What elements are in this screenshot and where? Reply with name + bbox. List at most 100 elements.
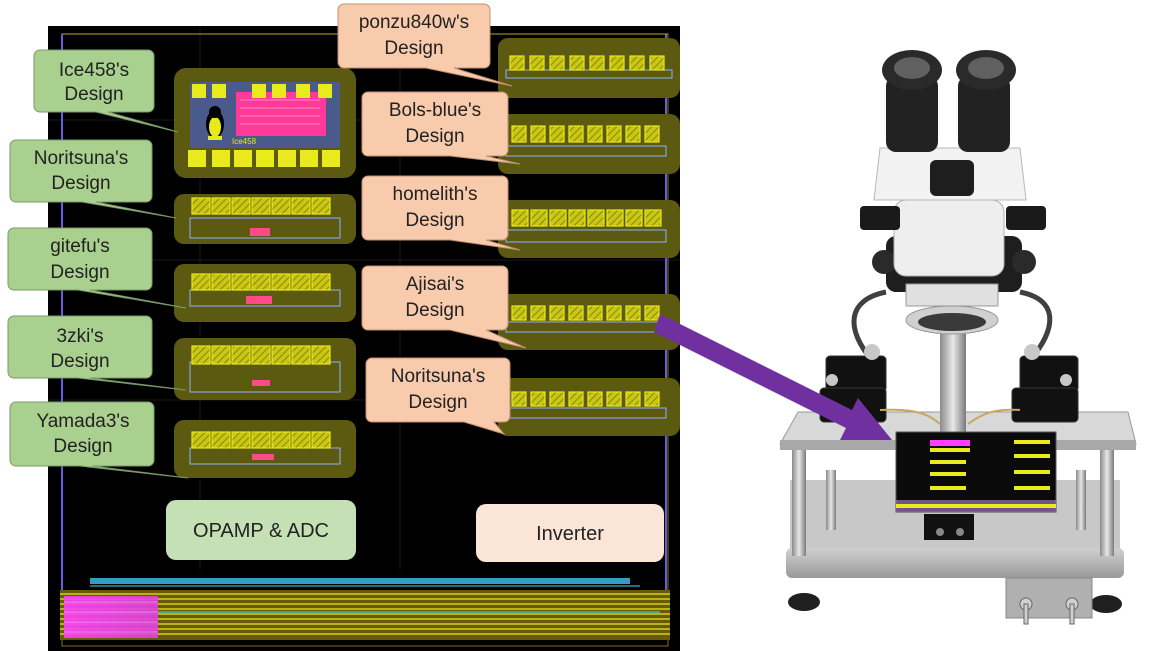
bond-pad xyxy=(291,273,311,291)
callout-noritsuna-left: Noritsuna's Design xyxy=(9,139,177,219)
bond-pad xyxy=(271,431,291,449)
bond-pad xyxy=(625,209,643,227)
bond-pad xyxy=(549,391,565,407)
group-label-opamp-adc-text: OPAMP & ADC xyxy=(193,520,329,542)
bond-pad xyxy=(606,125,622,143)
bond-pad xyxy=(231,345,251,365)
group-label-inverter-text: Inverter xyxy=(536,523,604,545)
bond-pad xyxy=(644,125,660,143)
bond-pad xyxy=(587,209,605,227)
bond-pad xyxy=(191,273,211,291)
bond-pad xyxy=(211,273,231,291)
bond-pad xyxy=(211,431,231,449)
callout-ajisai-line1: Ajisai's xyxy=(406,274,465,295)
callout-noritsuna-right-line2: Design xyxy=(408,392,467,413)
bond-pad xyxy=(587,391,603,407)
callout-homelith-line2: Design xyxy=(405,210,464,231)
bond-pad xyxy=(511,391,527,407)
callout-noritsuna-left-line2: Design xyxy=(51,173,110,194)
block-gitefu xyxy=(174,264,356,322)
callout-noritsuna-right: Noritsuna's Design xyxy=(365,357,511,435)
callout-noritsuna-left-line1: Noritsuna's xyxy=(34,148,128,169)
bond-pad xyxy=(530,125,546,143)
callout-homelith: homelith's Design xyxy=(361,175,521,251)
bond-pad xyxy=(251,273,271,291)
block-ajisai xyxy=(498,294,680,350)
bond-pad xyxy=(587,125,603,143)
bond-pad xyxy=(271,197,291,215)
eyepiece-icon xyxy=(882,50,1016,152)
bond-pad xyxy=(530,209,548,227)
bond-pad xyxy=(311,431,331,449)
bond-pad xyxy=(609,55,625,71)
bond-pad xyxy=(644,391,660,407)
block-noritsuna-right xyxy=(498,378,680,436)
bond-pad xyxy=(549,55,565,71)
bond-pad xyxy=(625,391,641,407)
bond-pad xyxy=(606,391,622,407)
callout-ice458-line2: Design xyxy=(64,84,123,105)
block-ponzu840w xyxy=(498,38,680,98)
callout-yamada3-line1: Yamada3's xyxy=(36,411,129,432)
bond-pad xyxy=(231,197,251,215)
bond-pad xyxy=(211,345,231,365)
block-homelith xyxy=(498,200,680,258)
callout-3zki-line2: Design xyxy=(50,351,109,372)
callout-bols-blue-line1: Bols-blue's xyxy=(389,100,481,121)
bond-pad xyxy=(589,55,605,71)
bond-pad xyxy=(231,431,251,449)
bond-pad xyxy=(549,305,565,321)
bond-pad xyxy=(509,55,525,71)
callout-bols-blue-line2: Design xyxy=(405,126,464,147)
bond-pad xyxy=(644,305,660,321)
block-bols-blue xyxy=(498,114,680,174)
bond-pad xyxy=(649,55,665,71)
bond-pad xyxy=(549,209,567,227)
bond-pad xyxy=(587,305,603,321)
bond-pad xyxy=(511,209,529,227)
bond-pad xyxy=(191,345,211,365)
callout-ponzu840w-line1: ponzu840w's xyxy=(359,12,469,33)
callout-3zki-line1: 3zki's xyxy=(57,326,104,347)
chip-inset-image xyxy=(895,431,1057,513)
chip-logo-text: Ice458 xyxy=(232,137,257,146)
group-label-opamp-adc: OPAMP & ADC xyxy=(166,500,356,560)
bond-pad xyxy=(191,197,211,215)
block-yamada3 xyxy=(174,420,356,478)
bond-pad xyxy=(291,345,311,365)
bond-pad xyxy=(291,431,311,449)
callout-ponzu840w: ponzu840w's Design xyxy=(337,3,513,87)
bond-pad xyxy=(311,197,331,215)
callout-gitefu-line2: Design xyxy=(50,262,109,283)
bond-pad xyxy=(271,273,291,291)
callout-ice458-line1: Ice458's xyxy=(59,60,129,81)
callout-ajisai: Ajisai's Design xyxy=(361,265,527,349)
right-callouts: ponzu840w's Design Bols-blue's Design ho… xyxy=(337,3,527,435)
bond-pad xyxy=(191,431,211,449)
callout-homelith-line1: homelith's xyxy=(393,184,478,205)
bond-pad xyxy=(606,209,624,227)
bond-pad xyxy=(271,345,291,365)
bond-pad xyxy=(568,125,584,143)
callout-ajisai-line2: Design xyxy=(405,300,464,321)
bond-pad xyxy=(311,345,331,365)
bond-pad xyxy=(569,55,585,71)
callout-bols-blue: Bols-blue's Design xyxy=(361,91,521,165)
bond-pad xyxy=(511,305,527,321)
bond-pad xyxy=(530,391,546,407)
callout-gitefu: gitefu's Design xyxy=(7,227,187,309)
callout-3zki: 3zki's Design xyxy=(7,315,187,391)
bond-pad xyxy=(211,197,231,215)
callout-ponzu840w-line2: Design xyxy=(384,38,443,59)
bottom-routing xyxy=(60,578,670,640)
bond-pad xyxy=(606,305,622,321)
bond-pad xyxy=(625,305,641,321)
callout-yamada3-line2: Design xyxy=(53,436,112,457)
callout-yamada3: Yamada3's Design xyxy=(9,401,189,479)
bond-pad xyxy=(625,125,641,143)
callout-ice458: Ice458's Design xyxy=(33,49,179,133)
purple-pointer-arrow-icon xyxy=(654,314,892,440)
bond-pad xyxy=(311,273,331,291)
bond-pad xyxy=(549,125,565,143)
